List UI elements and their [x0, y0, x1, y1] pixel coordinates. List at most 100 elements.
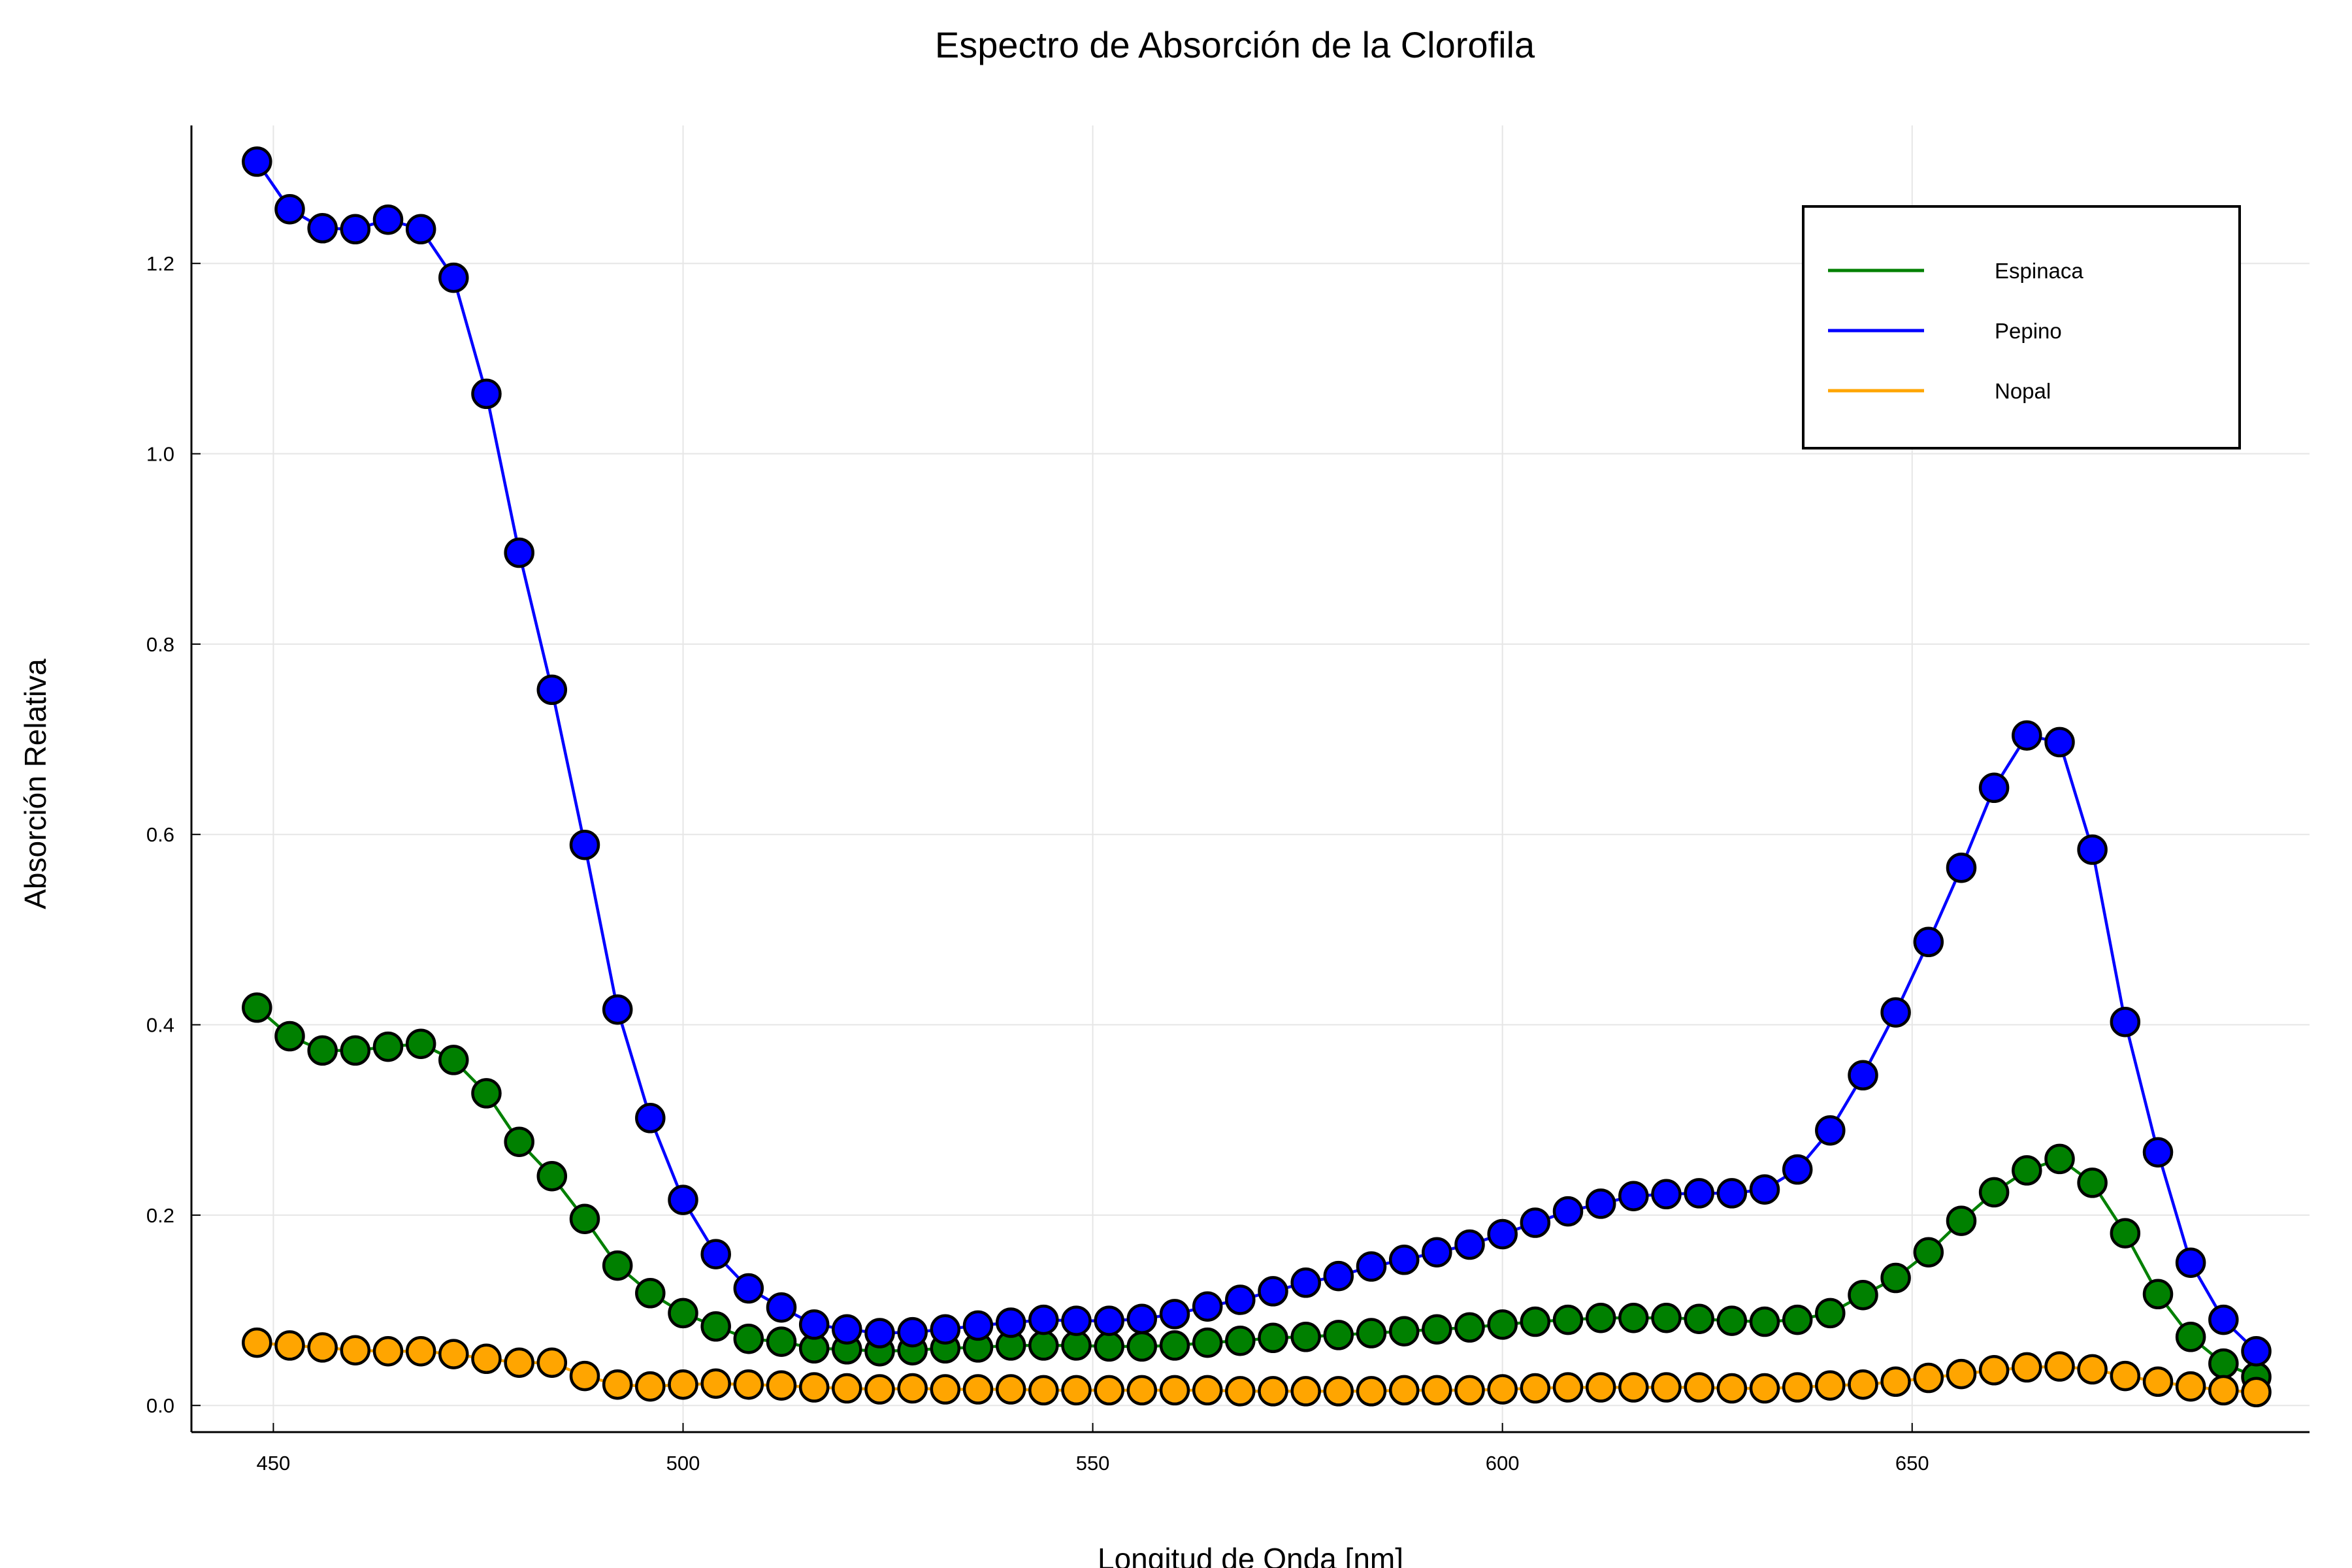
- y-tick-label: 0.0: [146, 1394, 174, 1417]
- legend: Espinaca Pepino Nopal: [1802, 205, 2241, 449]
- data-point-espinaca: [1356, 1318, 1387, 1348]
- data-point-nopal: [668, 1369, 698, 1400]
- data-point-nopal: [733, 1369, 764, 1400]
- data-point-pepino: [1749, 1174, 1780, 1205]
- data-point-nopal: [1094, 1375, 1124, 1406]
- data-point-espinaca: [1651, 1302, 1682, 1333]
- data-point-nopal: [1159, 1375, 1190, 1406]
- data-point-pepino: [1094, 1305, 1124, 1336]
- data-point-pepino: [536, 674, 568, 706]
- data-point-espinaca: [733, 1323, 764, 1354]
- data-point-pepino: [274, 193, 305, 225]
- data-point-espinaca: [1422, 1314, 1452, 1345]
- data-point-nopal: [274, 1330, 305, 1361]
- data-point-nopal: [1815, 1370, 1846, 1401]
- data-point-pepino: [2175, 1247, 2206, 1278]
- data-point-pepino: [1356, 1251, 1387, 1282]
- data-point-espinaca: [438, 1045, 469, 1075]
- data-point-pepino: [1618, 1181, 1649, 1211]
- data-point-pepino: [1225, 1284, 1256, 1315]
- data-point-pepino: [995, 1307, 1026, 1338]
- data-point-espinaca: [1749, 1306, 1780, 1337]
- data-point-espinaca: [1258, 1322, 1288, 1354]
- data-point-nopal: [1848, 1369, 1878, 1400]
- data-point-pepino: [1880, 997, 1911, 1028]
- y-tick-label: 0.2: [146, 1204, 174, 1227]
- data-point-nopal: [2142, 1366, 2174, 1397]
- data-point-espinaca: [471, 1078, 502, 1109]
- data-point-pepino: [1487, 1218, 1518, 1250]
- data-point-nopal: [635, 1371, 666, 1402]
- data-point-espinaca: [1520, 1306, 1551, 1337]
- data-point-nopal: [1913, 1362, 1944, 1394]
- data-point-espinaca: [1225, 1325, 1256, 1356]
- data-point-nopal: [798, 1372, 830, 1403]
- data-point-nopal: [995, 1374, 1026, 1405]
- x-tick-label: 650: [1895, 1452, 1929, 1475]
- data-point-nopal: [2044, 1351, 2075, 1382]
- data-point-pepino: [1028, 1304, 1059, 1335]
- data-point-nopal: [1978, 1355, 2010, 1386]
- data-point-espinaca: [1388, 1316, 1420, 1347]
- axes: [190, 125, 2310, 1433]
- data-point-espinaca: [1880, 1262, 1911, 1294]
- ticks: 450 500 550 600 650 0.0 0.2 0.4 0.6 0.8 1.0 1.2: [146, 252, 1929, 1475]
- data-point-pepino: [1585, 1188, 1616, 1219]
- data-point-nopal: [1258, 1376, 1288, 1407]
- data-point-pepino: [1716, 1178, 1748, 1209]
- data-point-espinaca: [2110, 1218, 2141, 1249]
- data-point-nopal: [1356, 1376, 1387, 1407]
- data-point-nopal: [1126, 1375, 1158, 1406]
- data-point-nopal: [1716, 1373, 1748, 1404]
- data-point-nopal: [2175, 1371, 2206, 1402]
- data-point-espinaca: [2077, 1168, 2108, 1198]
- data-point-nopal: [438, 1339, 469, 1369]
- data-point-pepino: [798, 1309, 830, 1340]
- data-point-espinaca: [1290, 1322, 1321, 1352]
- data-point-pepino: [1782, 1154, 1813, 1185]
- data-point-nopal: [962, 1374, 994, 1405]
- data-point-nopal: [1520, 1373, 1551, 1404]
- data-point-espinaca: [1323, 1320, 1354, 1350]
- data-point-pepino: [471, 378, 502, 410]
- data-point-espinaca: [1094, 1331, 1124, 1362]
- data-point-pepino: [1520, 1207, 1551, 1238]
- y-tick-label: 0.6: [146, 823, 174, 846]
- data-point-pepino: [930, 1314, 961, 1345]
- data-point-pepino: [2208, 1304, 2239, 1335]
- data-point-espinaca: [504, 1126, 534, 1157]
- data-point-espinaca: [2142, 1279, 2174, 1310]
- data-point-pepino: [602, 994, 633, 1025]
- data-point-espinaca: [668, 1298, 698, 1329]
- x-tick-label: 600: [1486, 1452, 1520, 1475]
- data-point-nopal: [1192, 1375, 1223, 1406]
- data-point-pepino: [1061, 1305, 1092, 1336]
- data-point-pepino: [1552, 1196, 1584, 1227]
- data-point-espinaca: [2012, 1155, 2042, 1186]
- data-point-nopal: [1946, 1358, 1977, 1390]
- data-point-espinaca: [635, 1278, 666, 1309]
- data-point-nopal: [1684, 1372, 1714, 1403]
- data-point-pepino: [2241, 1335, 2272, 1367]
- data-point-pepino: [504, 537, 534, 568]
- data-point-pepino: [897, 1316, 928, 1348]
- data-point-espinaca: [372, 1031, 404, 1062]
- data-point-pepino: [405, 214, 436, 245]
- data-point-nopal: [930, 1374, 961, 1405]
- x-tick-label: 550: [1076, 1452, 1110, 1475]
- data-point-nopal: [1028, 1375, 1059, 1406]
- data-point-espinaca: [1618, 1302, 1649, 1333]
- data-point-nopal: [1782, 1372, 1813, 1403]
- data-point-nopal: [471, 1343, 502, 1375]
- data-point-nopal: [372, 1335, 404, 1367]
- data-point-nopal: [1454, 1375, 1485, 1406]
- data-point-nopal: [340, 1335, 371, 1365]
- x-tick-label: 500: [666, 1452, 700, 1475]
- data-point-espinaca: [1913, 1237, 1944, 1267]
- y-tick-label: 0.4: [146, 1014, 174, 1037]
- data-point-nopal: [242, 1327, 272, 1358]
- data-point-espinaca: [569, 1203, 600, 1234]
- data-point-nopal: [405, 1335, 436, 1367]
- data-point-nopal: [2241, 1377, 2272, 1408]
